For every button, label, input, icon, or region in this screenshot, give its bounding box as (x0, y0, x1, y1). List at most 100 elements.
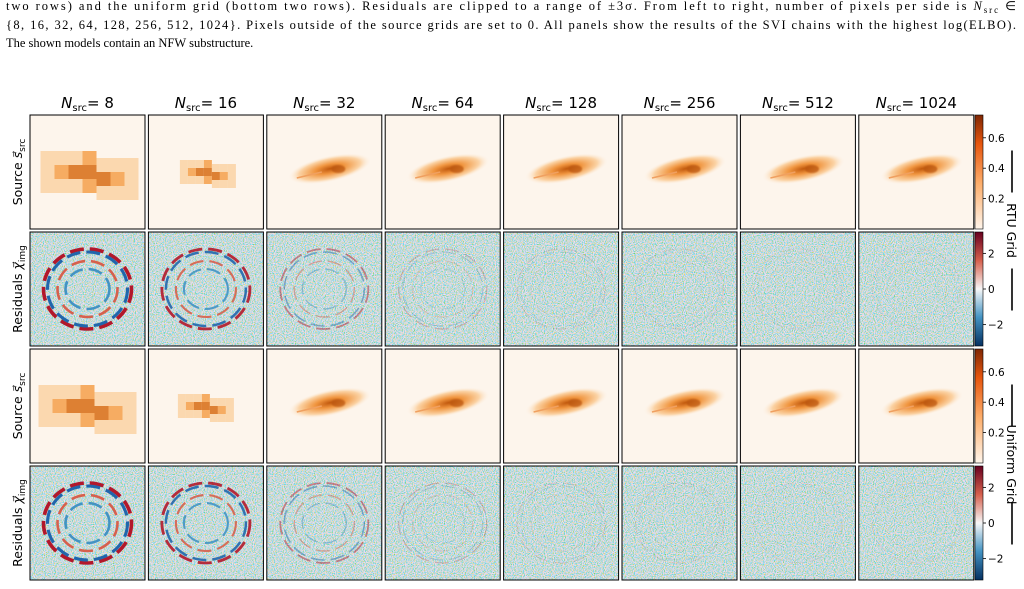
residual-ring (649, 260, 710, 318)
panel-frame (147, 114, 264, 230)
panel-frame (503, 231, 620, 347)
group-label: RTU Grid (1004, 203, 1019, 258)
source-pixel (203, 176, 212, 184)
source-pixel (80, 385, 95, 399)
panel-image (385, 232, 501, 346)
source-pixel (177, 410, 186, 418)
header-symbol: N (762, 94, 773, 112)
header-value: 8 (104, 94, 114, 112)
colorbar-tick-label: 0 (988, 284, 995, 296)
residual-ring (301, 502, 347, 544)
source-tail (296, 405, 322, 413)
group-label-bg (1004, 192, 1020, 269)
row-label-symbol: χ⃗ (10, 495, 25, 504)
source-pixel (203, 168, 212, 176)
row-label-sub: img (18, 245, 28, 262)
panel (384, 231, 501, 347)
colorbar-tick-label: 0.4 (988, 397, 1005, 409)
panel (503, 114, 620, 230)
source-pixel (122, 392, 137, 406)
source-core (923, 399, 938, 407)
source-pixel (124, 186, 139, 200)
panel-image (30, 349, 145, 463)
panel-frame (621, 114, 738, 230)
caption-sub: src (984, 5, 998, 15)
residual-ring (871, 482, 961, 564)
source-pixel (187, 168, 196, 176)
row-label-sub: img (18, 479, 28, 496)
caption-line: {8, 16, 32, 64, 128, 256, 512, 1024}. Pi… (6, 18, 1016, 32)
header-sub: src (887, 103, 902, 114)
colorbar-tick-label: 0 (988, 518, 995, 530)
panel-frame (858, 348, 975, 464)
source-pixel (52, 399, 67, 413)
caption-line: The shown models contain an NFW substruc… (6, 36, 253, 50)
panel-image (622, 232, 737, 346)
residual-noise (622, 232, 737, 346)
panel-frame (384, 114, 501, 230)
residual-ring (657, 268, 702, 310)
panel (739, 231, 856, 347)
source-blob (762, 153, 845, 185)
source-pixel (80, 413, 95, 427)
row-label: Source s⃗src (10, 373, 28, 440)
panel-image (503, 349, 619, 463)
panel-frame (29, 114, 146, 230)
source-core (568, 165, 583, 173)
residual-ring (639, 485, 720, 561)
source-pixel (96, 172, 111, 186)
panel-image (30, 232, 145, 346)
caption-text: two rows) and the uniform grid (bottom t… (6, 0, 972, 13)
source-pixel (185, 402, 194, 410)
residual-ring (182, 267, 229, 311)
source-pixel (54, 151, 69, 165)
source-tail (888, 405, 914, 413)
colorbar-tick-label: −2 (988, 320, 1003, 332)
residual-ring (64, 267, 111, 311)
residual-ring (283, 251, 366, 327)
panel (29, 231, 146, 347)
residual-noise (266, 232, 382, 346)
panel-frame (858, 114, 975, 230)
panel-image (266, 232, 382, 346)
panel-image (385, 115, 501, 229)
panel (503, 348, 620, 464)
residual-ring (160, 481, 252, 565)
residual-ring (885, 494, 947, 552)
source-pixel (211, 180, 220, 188)
panel-image (503, 115, 619, 229)
panel-image (622, 466, 737, 580)
source-blob (880, 387, 963, 419)
panel (147, 231, 264, 347)
header-value: 1024 (919, 94, 957, 112)
source-core (804, 399, 819, 407)
source-core (568, 399, 583, 407)
row-label: Residuals χ⃗img (10, 479, 28, 567)
residual-ring (875, 251, 957, 327)
source-pixel (225, 406, 234, 414)
panel (621, 465, 738, 581)
header-value: 512 (805, 94, 834, 112)
source-pixel (110, 186, 125, 200)
residual-ring (767, 260, 829, 318)
source-blob (762, 387, 845, 419)
column-header: Nsrc= 256 (644, 94, 716, 114)
header-eq: = (319, 94, 336, 112)
source-blob (288, 387, 371, 419)
residual-ring (885, 260, 947, 318)
source-tail (770, 405, 796, 413)
header-eq: = (437, 94, 454, 112)
residual-ring (56, 493, 119, 553)
source-tail (415, 171, 441, 179)
residual-ring (41, 481, 134, 565)
header-sub: src (423, 103, 438, 114)
residual-ring (412, 260, 474, 318)
colorbar-tick-label: 2 (988, 482, 995, 494)
residual-ring (301, 268, 347, 310)
header-eq: = (669, 94, 686, 112)
residual-noise (385, 232, 501, 346)
row-label-text: Source (10, 392, 25, 439)
panel-image (858, 349, 974, 463)
source-core (686, 399, 701, 407)
